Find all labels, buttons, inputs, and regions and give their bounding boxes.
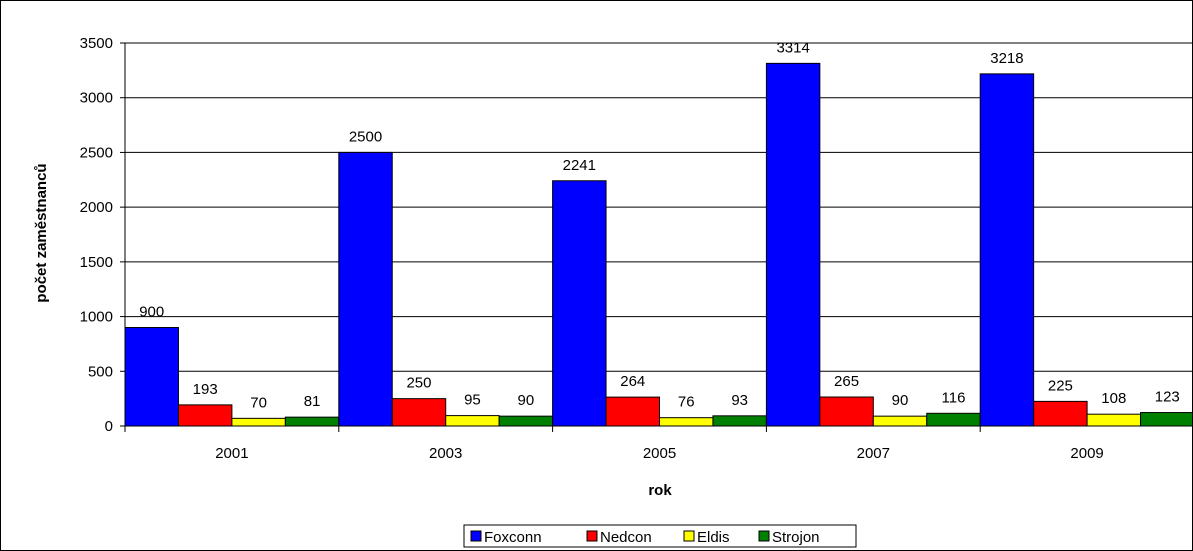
y-axis-title: počet zaměstnanců — [33, 163, 50, 302]
data-label: 70 — [250, 394, 267, 411]
legend-label-nedcon: Nedcon — [600, 529, 652, 546]
bar-foxconn — [979, 73, 1035, 427]
x-axis-title: rok — [648, 482, 672, 499]
bar-eldis — [872, 415, 928, 427]
y-tick-label: 2500 — [80, 144, 113, 161]
y-tick-label: 3500 — [80, 35, 113, 52]
y-tick-label: 0 — [105, 418, 113, 435]
bar-nedcon — [819, 396, 874, 427]
bar-strojon — [926, 412, 981, 427]
legend-label-foxconn: Foxconn — [484, 529, 542, 546]
data-label: 93 — [731, 392, 748, 409]
data-label: 81 — [304, 393, 321, 410]
data-label: 123 — [1155, 389, 1180, 406]
grid-lines — [125, 42, 1192, 427]
bar-foxconn — [552, 180, 607, 427]
legend-label-eldis: Eldis — [697, 529, 730, 546]
legend-swatch-eldis — [683, 530, 695, 542]
data-label: 3218 — [990, 50, 1023, 67]
legend: Foxconn Nedcon Eldis Strojon — [463, 524, 857, 548]
data-label: 265 — [834, 373, 859, 390]
bar-strojon — [498, 415, 554, 427]
bar-strojon — [712, 415, 767, 427]
bar-eldis — [445, 415, 500, 427]
bar-eldis — [659, 417, 714, 427]
bar-nedcon — [605, 396, 660, 427]
bar-nedcon — [1033, 400, 1088, 427]
data-label: 225 — [1048, 377, 1073, 394]
data-label: 90 — [518, 392, 535, 409]
x-tick-label: 2001 — [215, 445, 248, 462]
bar-strojon — [284, 416, 340, 427]
data-label: 116 — [942, 389, 966, 406]
data-label: 95 — [464, 392, 481, 409]
legend-swatch-foxconn — [470, 530, 482, 542]
data-label: 193 — [193, 381, 218, 398]
y-tick-label: 2000 — [80, 199, 113, 216]
x-tick-label: 2009 — [1070, 445, 1103, 462]
data-label: 250 — [406, 375, 431, 392]
x-tick-label: 2007 — [857, 445, 890, 462]
legend-swatch-strojon — [758, 530, 770, 542]
data-label: 108 — [1101, 390, 1126, 407]
y-tick-label: 3000 — [80, 90, 113, 107]
data-label: 90 — [892, 392, 909, 409]
y-tick-label: 500 — [88, 363, 113, 380]
legend-box — [463, 524, 857, 548]
bar-strojon — [1140, 412, 1192, 427]
data-label: 2500 — [349, 128, 382, 145]
x-tick-label: 2003 — [429, 445, 462, 462]
y-tick-label: 1500 — [80, 254, 113, 271]
data-label: 3314 — [776, 39, 809, 56]
data-label: 900 — [139, 304, 164, 321]
bar-foxconn — [765, 62, 821, 427]
axes: 0 500 1000 1500 2000 2500 3000 3500 2001 2003 2005… — [80, 35, 1192, 462]
data-labels: 900 193 70 81 2500 250 95 90 2241 264 76 93 3314 265 9… — [139, 39, 1180, 411]
bar-foxconn — [124, 327, 179, 427]
bar-nedcon — [177, 404, 233, 427]
data-label: 2241 — [563, 157, 596, 174]
legend-swatch-nedcon — [586, 530, 598, 542]
y-tick-label: 1000 — [80, 309, 113, 326]
x-tick-label: 2005 — [643, 445, 676, 462]
bar-nedcon — [391, 398, 447, 427]
bar-foxconn — [338, 151, 393, 427]
bar-eldis — [1086, 413, 1142, 427]
bar-eldis — [231, 417, 286, 427]
data-label: 264 — [620, 373, 645, 390]
legend-label-strojon: Strojon — [772, 529, 820, 546]
data-label: 76 — [678, 394, 695, 411]
